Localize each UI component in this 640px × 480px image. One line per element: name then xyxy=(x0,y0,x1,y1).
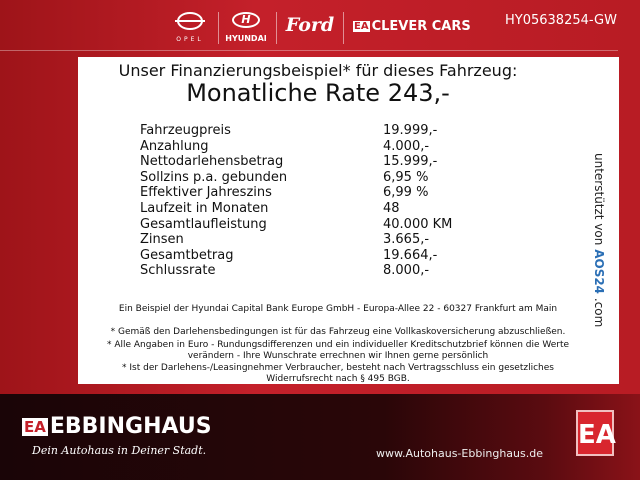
table-row: Sollzins p.a. gebunden 6,95 % xyxy=(140,169,429,185)
divider xyxy=(276,12,277,44)
website-link[interactable]: www.Autohaus-Ebbinghaus.de xyxy=(376,447,543,460)
divider xyxy=(218,12,219,44)
financing-table: Fahrzeugpreis 19.999,- Anzahlung 4.000,- N… xyxy=(140,123,452,279)
divider xyxy=(0,50,618,51)
header: OPEL H HYUNDAI Ford EA CLEVER CARS HY056… xyxy=(0,0,640,57)
footnote: * Gemäß den Darlehensbedingungen ist für… xyxy=(110,327,566,337)
table-row: Effektiver Jahreszins 6,99 % xyxy=(140,185,429,201)
monthly-rate: Monatliche Rate 243,- xyxy=(186,79,450,107)
ebbinghaus-logo: EA EBBINGHAUS xyxy=(22,414,212,439)
footnote: * Ist der Darlehens-/Leasingnehmer Verbr… xyxy=(122,363,554,384)
table-row: Gesamtbetrag 19.664,- xyxy=(140,247,438,263)
footnote: * Alle Angaben in Euro - Rundungsdiffere… xyxy=(106,340,570,361)
hyundai-logo: H HYUNDAI xyxy=(225,12,267,43)
table-row: Laufzeit in Monaten 48 xyxy=(140,200,400,216)
opel-logo: OPEL xyxy=(172,12,208,43)
financing-panel: Unser Finanzierungsbeispiel* für dieses … xyxy=(78,57,619,384)
headline: Unser Finanzierungsbeispiel* für dieses … xyxy=(118,61,518,80)
clever-cars-logo: EA CLEVER CARS xyxy=(353,19,471,34)
vehicle-id: HY05638254-GW xyxy=(505,13,617,28)
table-row: Nettodarlehensbetrag 15.999,- xyxy=(140,154,438,170)
footer-banner: EA EBBINGHAUS Dein Autohaus in Deiner St… xyxy=(0,394,640,480)
slogan: Dein Autohaus in Deiner Stadt. xyxy=(32,444,207,457)
bank-note: Ein Beispiel der Hyundai Capital Bank Eu… xyxy=(118,304,558,314)
table-row: Anzahlung 4.000,- xyxy=(140,138,430,154)
ea-badge: EA xyxy=(576,410,616,456)
table-row: Gesamtlaufleistung 40.000 KM xyxy=(140,216,453,232)
table-row: Fahrzeugpreis 19.999,- xyxy=(140,123,438,138)
table-row: Schlussrate 8.000,- xyxy=(140,263,430,279)
table-row: Zinsen 3.665,- xyxy=(140,232,430,248)
aos24-credit: unterstützt von AOS24 .com xyxy=(592,153,606,328)
divider xyxy=(343,12,344,44)
ford-logo: Ford xyxy=(285,14,335,36)
